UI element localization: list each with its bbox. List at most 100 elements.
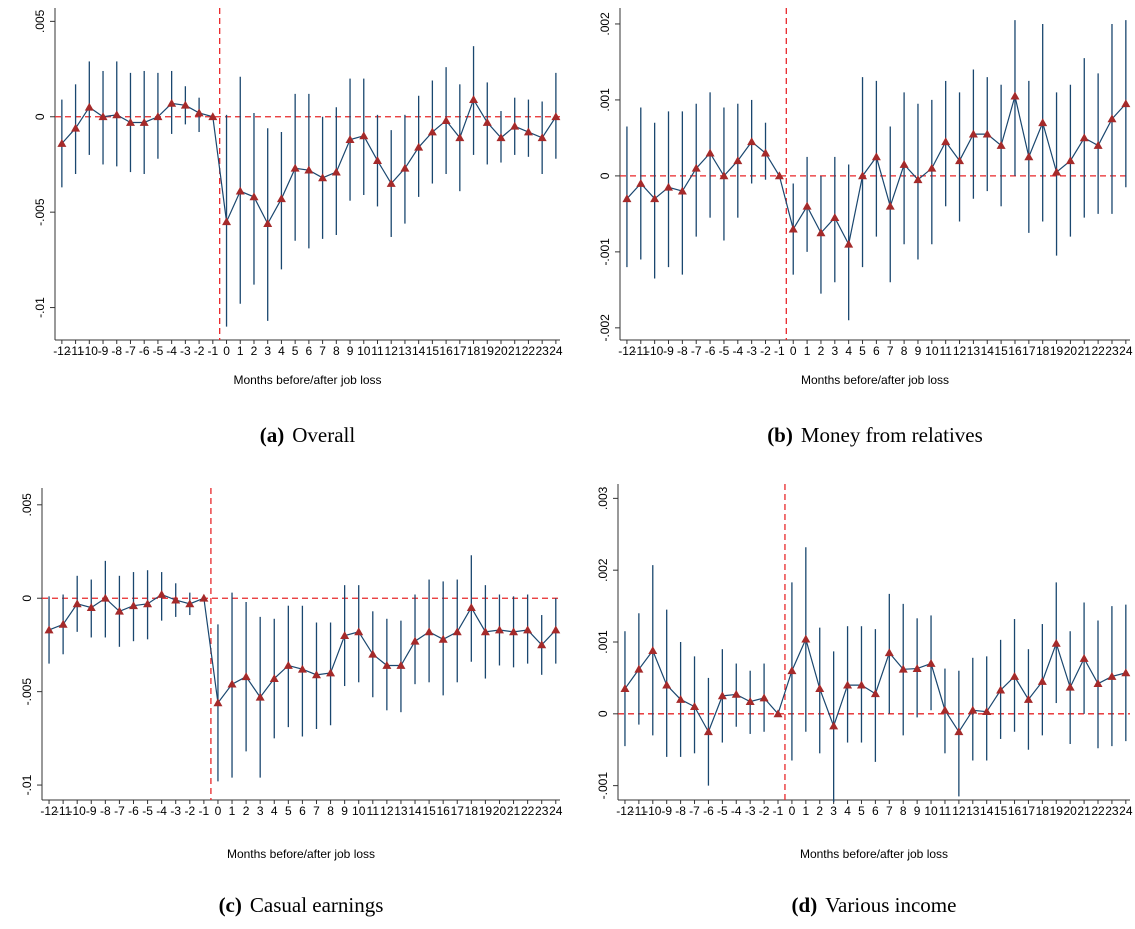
estimate-marker <box>143 599 153 608</box>
estimate-marker <box>400 163 410 172</box>
x-tick-label: 21 <box>1077 804 1091 818</box>
x-tick-label: -11 <box>631 804 648 818</box>
estimate-marker <box>912 664 922 672</box>
x-tick-label: 13 <box>394 804 408 818</box>
x-tick-label: 6 <box>299 804 306 818</box>
estimate-marker <box>185 599 195 608</box>
estimate-marker <box>235 186 245 195</box>
x-tick-label: 9 <box>915 344 922 358</box>
x-tick-label: 15 <box>994 804 1008 818</box>
x-tick-label: 16 <box>439 344 453 358</box>
x-tick-label: -4 <box>156 804 167 818</box>
estimate-marker <box>1065 682 1075 691</box>
x-tick-label: 11 <box>367 804 380 818</box>
y-tick-label: -.001 <box>596 772 610 800</box>
x-tick-label: -4 <box>166 344 177 358</box>
x-tick-label: -11 <box>67 344 84 358</box>
estimate-marker <box>759 693 769 702</box>
estimate-marker <box>884 648 894 657</box>
estimate-marker <box>733 156 743 165</box>
estimate-marker <box>774 171 784 180</box>
x-tick-label: -5 <box>142 804 153 818</box>
x-tick-label: -8 <box>677 344 688 358</box>
estimate-marker <box>941 137 951 146</box>
estimate-marker <box>480 627 490 636</box>
estimate-marker <box>167 98 177 107</box>
x-tick-label: -10 <box>646 344 664 358</box>
estimate-marker <box>523 625 533 634</box>
estimate-marker <box>858 171 868 180</box>
estimate-marker <box>926 659 936 667</box>
estimate-marker <box>551 625 561 634</box>
x-tick-label: 0 <box>215 804 222 818</box>
estimate-marker <box>747 137 757 146</box>
x-tick-label: 4 <box>271 804 278 818</box>
estimate-marker <box>466 603 476 611</box>
estimate-marker <box>326 668 336 677</box>
x-tick-label: -7 <box>125 344 136 358</box>
x-tick-label: 11 <box>371 344 384 358</box>
x-tick-label: 20 <box>493 804 507 818</box>
caption-label: (b) <box>767 423 793 447</box>
estimate-marker <box>787 666 797 675</box>
estimate-marker <box>705 148 715 157</box>
caption: (c) Casual earnings <box>219 893 384 917</box>
estimate-marker <box>620 684 630 693</box>
estimate-marker <box>1051 638 1061 647</box>
x-tick-label: 19 <box>481 344 495 358</box>
estimate-marker <box>424 627 434 636</box>
x-tick-label: -9 <box>98 344 109 358</box>
estimate-marker <box>717 691 727 700</box>
x-tick-label: 1 <box>229 804 236 818</box>
x-tick-label: -3 <box>170 804 181 818</box>
estimate-marker <box>255 692 265 701</box>
estimate-marker <box>1107 114 1117 123</box>
y-tick-label: .005 <box>20 493 34 517</box>
estimate-marker <box>677 186 687 195</box>
x-tick-label: 24 <box>1119 344 1133 358</box>
x-tick-label: 8 <box>333 344 340 358</box>
estimate-marker <box>414 142 424 151</box>
estimate-marker <box>496 133 506 142</box>
x-tick-label: 12 <box>380 804 394 818</box>
estimate-marker <box>331 167 341 176</box>
x-tick-label: -12 <box>53 344 71 358</box>
estimate-marker <box>276 194 286 203</box>
estimate-marker <box>898 664 908 673</box>
x-tick-label: 14 <box>980 804 994 818</box>
estimate-marker <box>72 599 82 608</box>
estimate-marker <box>44 625 54 634</box>
estimate-marker <box>482 117 492 126</box>
caption-text: Casual earnings <box>250 893 384 917</box>
x-tick-label: 19 <box>1050 804 1064 818</box>
estimate-marker <box>368 649 378 658</box>
y-tick-label: -.005 <box>20 678 34 706</box>
caption-label: (c) <box>219 893 242 917</box>
estimate-marker <box>622 194 632 203</box>
estimate-marker <box>1093 141 1103 149</box>
estimate-marker <box>551 112 561 121</box>
x-tick-label: 9 <box>341 804 348 818</box>
x-tick-label: -8 <box>111 344 122 358</box>
x-axis-label: Months before/after job loss <box>800 847 948 861</box>
estimate-marker <box>114 606 124 615</box>
x-tick-label: 3 <box>830 804 837 818</box>
estimate-marker <box>112 110 122 119</box>
estimate-marker <box>222 217 232 226</box>
estimate-marker <box>870 689 880 698</box>
x-tick-label: 23 <box>1105 804 1119 818</box>
x-tick-label: 11 <box>939 804 952 818</box>
x-tick-label: 0 <box>789 804 796 818</box>
x-tick-label: 10 <box>352 804 366 818</box>
estimate-marker <box>58 619 68 628</box>
estimate-marker <box>249 192 259 201</box>
x-tick-label: 20 <box>494 344 508 358</box>
x-tick-label: 6 <box>872 804 879 818</box>
estimate-marker <box>996 685 1006 694</box>
estimate-marker <box>199 593 209 602</box>
estimate-marker <box>494 625 504 634</box>
x-tick-label: 10 <box>924 804 938 818</box>
